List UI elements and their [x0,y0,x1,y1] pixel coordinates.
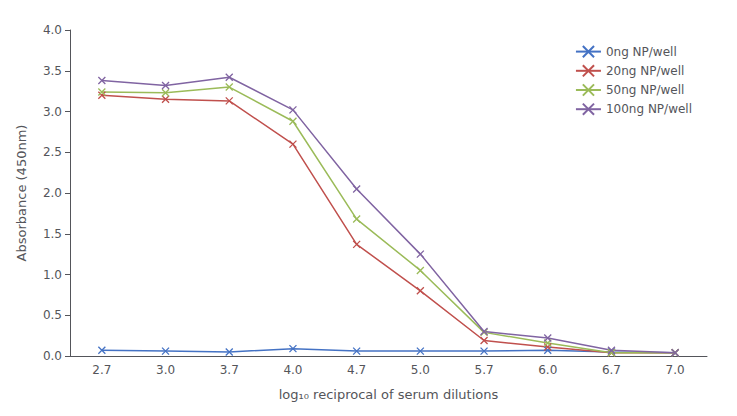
svg-text:4.0: 4.0 [283,363,302,377]
svg-text:100ng NP/well: 100ng NP/well [606,102,692,116]
svg-text:5.7: 5.7 [475,363,494,377]
svg-text:2.5: 2.5 [43,145,62,159]
svg-text:0ng NP/well: 0ng NP/well [606,45,677,59]
svg-text:2.7: 2.7 [92,363,111,377]
svg-text:3.0: 3.0 [43,105,62,119]
svg-text:3.7: 3.7 [220,363,239,377]
svg-text:4.0: 4.0 [43,23,62,37]
svg-text:1.0: 1.0 [43,268,62,282]
svg-text:Absorbance (450nm): Absorbance (450nm) [14,125,29,262]
svg-text:20ng NP/well: 20ng NP/well [606,64,684,78]
svg-text:6.7: 6.7 [602,363,621,377]
svg-text:3.5: 3.5 [43,64,62,78]
svg-text:1.5: 1.5 [43,227,62,241]
svg-text:4.7: 4.7 [347,363,366,377]
svg-text:7.0: 7.0 [666,363,685,377]
svg-text:log₁₀ reciprocal of serum dilu: log₁₀ reciprocal of serum dilutions [279,387,499,402]
svg-text:5.0: 5.0 [411,363,430,377]
svg-text:2.0: 2.0 [43,186,62,200]
svg-text:50ng NP/well: 50ng NP/well [606,83,684,97]
svg-text:0.5: 0.5 [43,308,62,322]
svg-text:0.0: 0.0 [43,349,62,363]
svg-text:3.0: 3.0 [156,363,175,377]
svg-text:6.0: 6.0 [538,363,557,377]
